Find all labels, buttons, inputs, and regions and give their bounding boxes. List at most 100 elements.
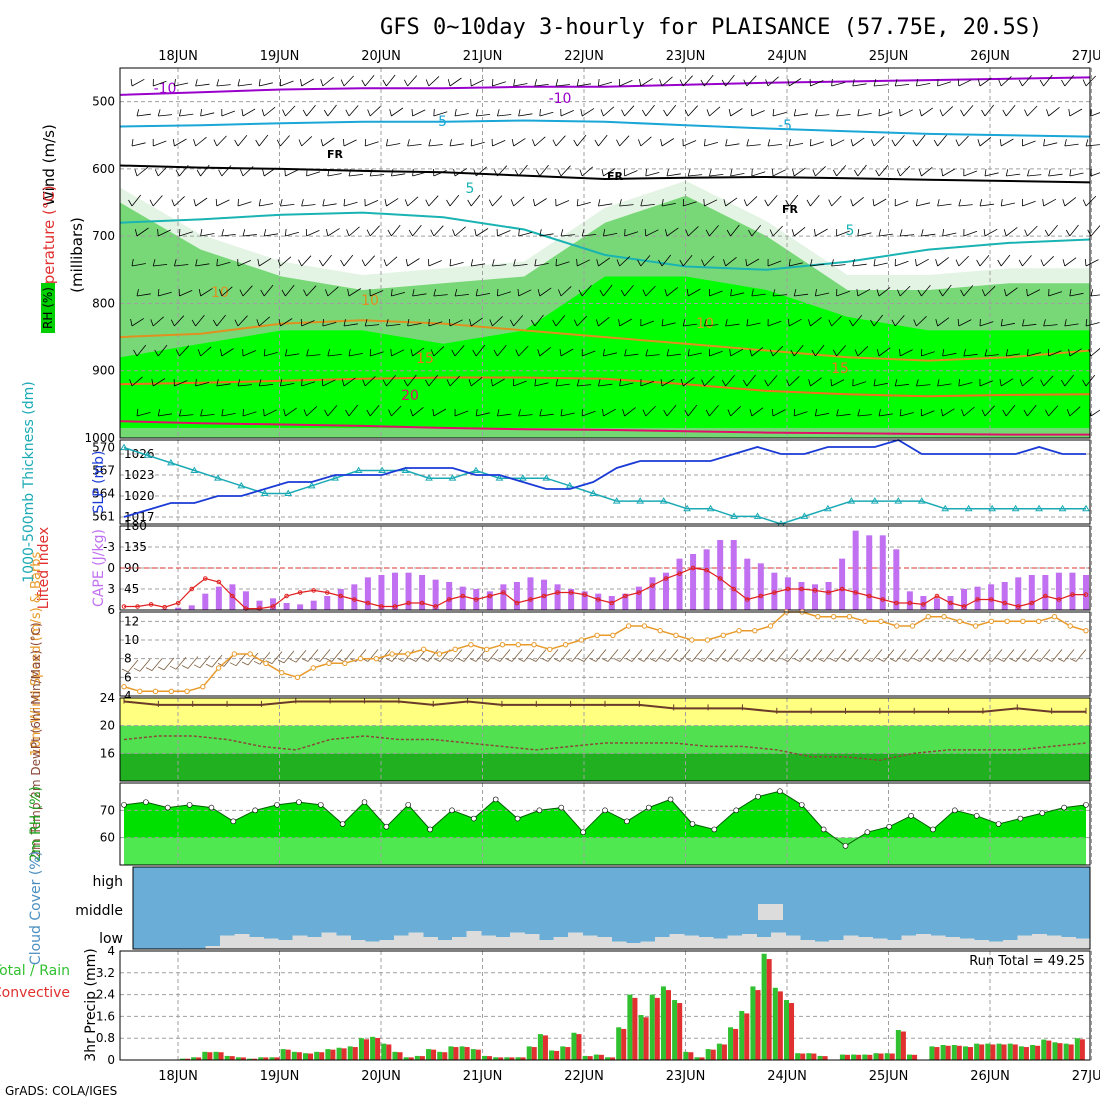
wind-barb (808, 317, 822, 327)
wind-barb (451, 345, 465, 357)
wind-barb-10m (517, 649, 535, 662)
wind-barb (1022, 319, 1037, 327)
precip-conv-bar (956, 1045, 962, 1060)
wind-barb (684, 404, 698, 417)
wind-barb (195, 259, 210, 267)
rh-point (230, 818, 237, 825)
wind-barb (513, 378, 527, 387)
wind-barb (764, 375, 778, 387)
wind-barb (743, 75, 757, 87)
cape-bar (432, 579, 439, 610)
wind-barb (850, 196, 864, 207)
precip-total-bar (649, 994, 655, 1060)
wind-barb (560, 229, 575, 237)
wind-barb (559, 348, 574, 357)
wind-barb (1084, 258, 1099, 267)
li-point (663, 576, 669, 581)
precip-conv-bar (375, 1037, 381, 1060)
rh-point (995, 821, 1002, 827)
li-point (623, 593, 628, 599)
wind-barb (428, 318, 443, 327)
wind-speed-point (484, 646, 490, 653)
li-point (595, 597, 601, 602)
wind-barb (1085, 319, 1100, 327)
wind-barb (412, 168, 427, 177)
wind-barb-10m (901, 649, 919, 662)
li-point (894, 600, 899, 606)
wind-barb (642, 285, 656, 297)
contour-label: 10 (361, 293, 379, 309)
li-point (446, 597, 452, 602)
wind-barb (1043, 319, 1058, 327)
cape-bar (283, 603, 290, 610)
rh-frame (119, 782, 1091, 866)
wind-speed-point (972, 623, 979, 629)
wind-barb-10m (649, 649, 667, 662)
wind-barb (257, 258, 272, 267)
wind-barb (534, 259, 549, 267)
wind-barb (793, 109, 809, 117)
wind-barb-10m (253, 652, 271, 665)
wind-barb (891, 315, 905, 327)
wind-barb (666, 349, 681, 357)
wind-barb (172, 138, 187, 147)
wind-barb (957, 78, 972, 87)
cape-bar (175, 607, 182, 610)
thickness-point (331, 474, 340, 481)
wind-barb (555, 379, 570, 387)
wind-barb (891, 135, 905, 147)
wind-barb (221, 109, 236, 117)
cape-bar (961, 589, 968, 610)
precip-total-bar (526, 1046, 532, 1060)
wind-barb (343, 138, 357, 147)
precip-total-bar (616, 1027, 622, 1060)
precip-conv-bar (811, 1053, 817, 1060)
wind-barb (361, 255, 375, 267)
cloud-low-bar (843, 935, 859, 949)
wind-barb (469, 317, 483, 327)
wind-barb (152, 78, 167, 87)
li-point (1070, 592, 1075, 597)
wind-barb (793, 408, 808, 417)
precip-total-bar (795, 1053, 801, 1060)
wind-barb (638, 136, 652, 147)
contour-label: 15 (416, 351, 434, 367)
li-point (934, 593, 940, 599)
li-point (216, 579, 222, 585)
precip-conv-bar (610, 1057, 616, 1060)
wind-barb (620, 284, 634, 297)
precip-conv-bar (509, 1057, 515, 1060)
wind-barb (157, 288, 172, 297)
wind-speed-point (657, 627, 663, 634)
cloud-low-bar (365, 941, 380, 949)
li-point (379, 604, 384, 609)
wind-barb (449, 258, 464, 267)
wind-barb (324, 405, 338, 417)
cloud-low-bar (974, 940, 989, 949)
cape-bar (391, 572, 398, 610)
wind-barb (491, 138, 506, 147)
wind-barb (642, 405, 656, 417)
wind-speed-point (152, 688, 159, 695)
wind-barb (301, 378, 316, 387)
wind-barb (136, 289, 151, 297)
wind-barb (468, 376, 483, 387)
wind-barb (679, 75, 693, 87)
wind-barb (791, 226, 806, 237)
ylabel-wind-upper-part: Wind (m/s) (40, 124, 58, 206)
wind-barb (935, 317, 950, 327)
precip-conv-bar (912, 1054, 918, 1060)
wind-barb (836, 409, 851, 417)
wind-barb-10m (997, 649, 1015, 662)
li-point (907, 600, 913, 606)
wind-barb (433, 108, 448, 117)
wind-barb (1022, 198, 1036, 207)
wind-barb-10m (829, 649, 847, 662)
wind-barb (258, 379, 274, 387)
precip-conv-bar (453, 1047, 459, 1060)
wind-barb (256, 316, 271, 327)
wind-barb (389, 107, 404, 117)
wind-barb (136, 109, 151, 117)
cloud-middle-patch (758, 904, 783, 920)
wind-barb-10m (841, 649, 859, 662)
